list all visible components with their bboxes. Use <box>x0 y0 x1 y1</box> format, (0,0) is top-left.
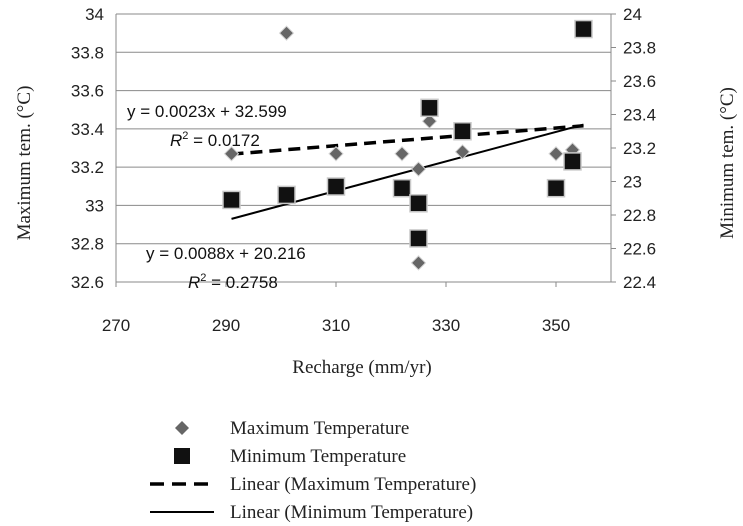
y2-tick-label: 23 <box>623 173 642 192</box>
y-tick-label: 32.6 <box>71 273 104 292</box>
legend-label: Maximum Temperature <box>230 418 409 439</box>
max-temp-point <box>410 161 427 177</box>
y2-tick-label: 24 <box>623 5 642 24</box>
legend-square-marker <box>174 448 190 464</box>
x-axis-title: Recharge (mm/yr) <box>292 357 431 378</box>
min-trend-equation: y = 0.0088x + 20.216 <box>146 244 306 263</box>
y-tick-label: 33 <box>85 196 104 215</box>
min-temp-point <box>392 178 412 198</box>
y-tick-label: 33.6 <box>71 82 104 101</box>
max-temp-point <box>328 146 344 162</box>
y2-tick-label: 22.6 <box>623 240 656 259</box>
y2-tick-label: 23.8 <box>623 39 656 58</box>
min-temp-point <box>453 122 472 141</box>
y2-tick-labels: 22.4 22.6 22.8 23 23.2 23.4 23.6 23.8 24 <box>623 5 656 292</box>
y2-tick-label: 23.4 <box>623 106 656 125</box>
min-temp-point <box>326 177 346 196</box>
legend-label: Linear (Maximum Temperature) <box>230 474 476 495</box>
x-tick-label: 290 <box>212 316 240 335</box>
max-temp-point <box>278 25 295 41</box>
x-tick-labels: 270 290 310 330 350 <box>102 316 570 335</box>
min-trend-r2-value: = 0.2758 <box>206 273 277 292</box>
max-temp-trendline <box>231 124 584 156</box>
max-temp-point <box>394 146 410 162</box>
y-tick-label: 33.4 <box>71 120 104 139</box>
min-temp-point <box>420 98 439 118</box>
max-trend-r2: R2 = 0.0172 <box>170 130 260 150</box>
min-temp-point <box>574 19 593 39</box>
y-tick-label: 32.8 <box>71 235 104 254</box>
x-tick-label: 310 <box>322 316 350 335</box>
y-tick-labels: 32.6 32.8 33 33.2 33.4 33.6 33.8 34 <box>71 5 104 292</box>
max-temp-point <box>421 113 438 129</box>
y2-tick-label: 23.2 <box>623 139 656 158</box>
legend-label: Minimum Temperature <box>230 446 406 467</box>
y2-axis-title: Minimum tem. (°C) <box>717 87 738 239</box>
y2-tick-label: 23.6 <box>623 72 656 91</box>
y2-tick-label: 22.4 <box>623 273 656 292</box>
min-temp-point <box>563 152 582 171</box>
y-tick-label: 33.8 <box>71 43 104 62</box>
y-tick-label: 34 <box>85 5 104 24</box>
max-trend-r2-value: = 0.0172 <box>188 131 259 150</box>
y2-tick-label: 22.8 <box>623 206 656 225</box>
legend-diamond-marker <box>175 421 189 435</box>
trendlines <box>231 123 584 220</box>
data-markers <box>222 19 593 271</box>
max-temp-point <box>548 146 564 162</box>
max-trend-equation: y = 0.0023x + 32.599 <box>127 102 287 121</box>
min-temp-point <box>277 185 296 205</box>
max-temp-point <box>223 146 240 162</box>
min-temp-point <box>409 229 428 248</box>
y-axis-title: Maximum tem. (°C) <box>14 86 35 241</box>
gridlines <box>116 13 611 283</box>
x-tick-label: 270 <box>102 316 130 335</box>
x-tick-label: 350 <box>542 316 570 335</box>
axes <box>115 13 616 287</box>
x-tick-label: 330 <box>432 316 460 335</box>
max-temp-point <box>410 255 427 271</box>
min-temp-point <box>222 190 241 210</box>
min-temp-point <box>409 194 428 213</box>
legend: Maximum Temperature Minimum Temperature Li… <box>150 418 476 523</box>
y-tick-label: 33.2 <box>71 158 104 177</box>
min-trend-r2: R2 = 0.2758 <box>188 272 278 292</box>
legend-label: Linear (Minimum Temperature) <box>230 502 473 523</box>
max-temp-point <box>454 144 471 160</box>
min-temp-point <box>546 178 566 198</box>
